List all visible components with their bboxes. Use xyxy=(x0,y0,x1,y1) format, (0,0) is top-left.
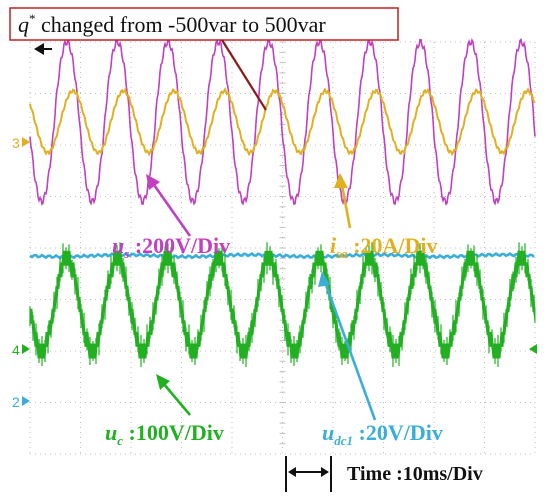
us-label-sym: u xyxy=(112,233,124,258)
svg-text:us :200V/Div: us :200V/Div xyxy=(112,233,230,261)
annotation-box: q* changed from -500var to 500var xyxy=(9,7,399,41)
udc1-label-sym: u xyxy=(322,420,334,445)
udc1-label-sub: dc1 xyxy=(334,433,353,448)
annotation-q: q xyxy=(18,12,29,37)
scope-grid xyxy=(29,41,536,455)
svg-text:q* changed from -500var to 500: q* changed from -500var to 500var xyxy=(18,11,326,37)
channel-marker-arrow-icon xyxy=(22,344,30,354)
isa-label-text: :20A/Div xyxy=(348,233,438,258)
isa-label-sym: i xyxy=(330,233,337,258)
us-arrow xyxy=(150,181,192,237)
trace-isa xyxy=(29,87,536,157)
svg-text:uc :100V/Div: uc :100V/Div xyxy=(105,420,224,448)
time-scale-label: Time :10ms/Div xyxy=(347,463,483,485)
time-scale-bracket xyxy=(285,456,332,492)
uc-label-text: :100V/Div xyxy=(123,420,224,445)
channel-marker-label: 3 xyxy=(12,135,20,151)
channel-marker-arrow-icon xyxy=(22,137,30,147)
channel-marker-arrow-icon xyxy=(22,396,30,406)
channel-marker-label: 2 xyxy=(12,394,20,410)
channel-marker-right-arrow-icon xyxy=(529,344,537,354)
trigger-left-arrow-icon xyxy=(34,43,44,55)
uc-label-sub: c xyxy=(117,433,123,448)
trace-us xyxy=(29,37,536,206)
svg-text:isa :20A/Div: isa :20A/Div xyxy=(330,233,438,261)
uc-arrow xyxy=(162,382,191,416)
annotation-arrow xyxy=(221,39,267,111)
scope-traces xyxy=(29,37,536,367)
annotation-text: changed from -500var to 500var xyxy=(36,12,327,37)
udc1-arrow xyxy=(323,281,377,421)
channel-markers: 3 4 2 xyxy=(12,135,537,410)
isa-arrow xyxy=(340,184,352,229)
svg-text:udc1 :20V/Div: udc1 :20V/Div xyxy=(322,420,443,448)
isa-label-sub: sa xyxy=(335,246,348,261)
channel-marker-label: 4 xyxy=(12,342,20,358)
uc-label-sym: u xyxy=(105,420,117,445)
us-label-text: :200V/Div xyxy=(129,233,230,258)
udc1-label-text: :20V/Div xyxy=(353,420,443,445)
us-label-sub: s xyxy=(123,246,129,261)
annotation-q-sup: * xyxy=(29,11,36,26)
